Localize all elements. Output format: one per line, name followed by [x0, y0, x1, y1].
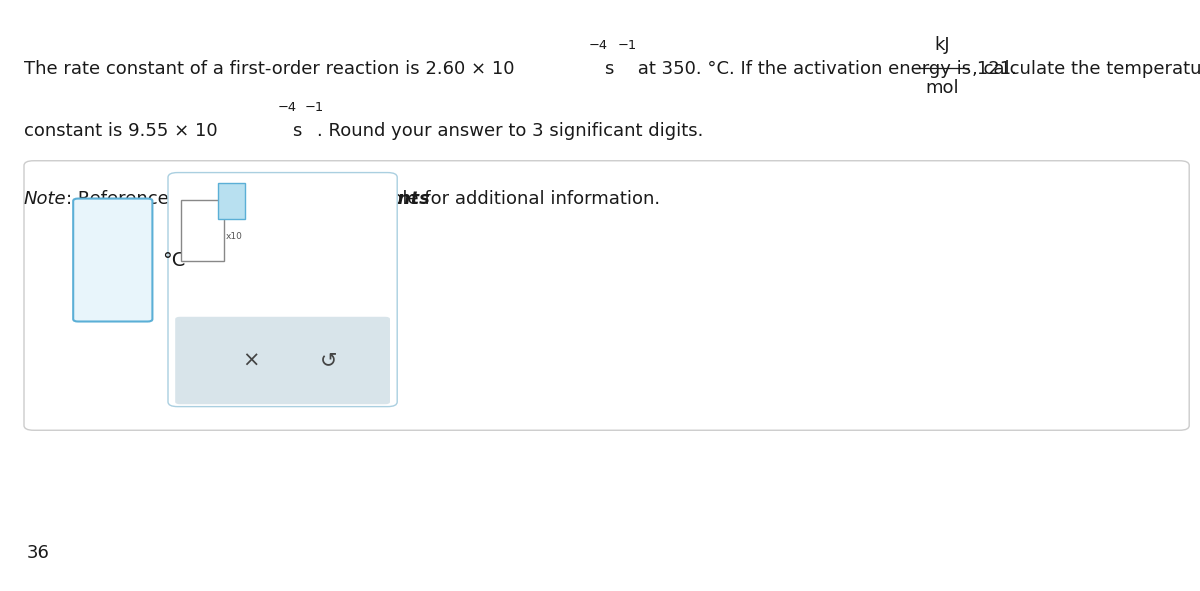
Text: −4: −4 — [589, 39, 607, 52]
Text: 36: 36 — [26, 544, 49, 563]
Text: Fundamental constants: Fundamental constants — [192, 190, 430, 208]
Text: mol: mol — [925, 79, 959, 97]
Text: x10: x10 — [226, 232, 242, 241]
FancyBboxPatch shape — [24, 161, 1189, 430]
Text: ↺: ↺ — [320, 350, 337, 371]
Text: . Round your answer to 3 significant digits.: . Round your answer to 3 significant dig… — [317, 122, 703, 140]
FancyBboxPatch shape — [168, 173, 397, 407]
Text: at 350. °C. If the activation energy is 121.: at 350. °C. If the activation energy is … — [632, 60, 1018, 78]
FancyBboxPatch shape — [175, 317, 390, 404]
Text: −1: −1 — [305, 101, 324, 114]
Text: , calculate the temperature at which its rate: , calculate the temperature at which its… — [972, 60, 1200, 78]
Text: ×: × — [242, 350, 260, 371]
Text: −1: −1 — [618, 39, 637, 52]
Text: The rate constant of a first-order reaction is 2.60 × 10: The rate constant of a first-order react… — [24, 60, 515, 78]
Text: °C: °C — [162, 251, 185, 269]
Text: constant is 9.55 × 10: constant is 9.55 × 10 — [24, 122, 217, 140]
Text: s: s — [604, 60, 613, 78]
FancyBboxPatch shape — [218, 183, 245, 219]
Text: s: s — [292, 122, 301, 140]
Text: kJ: kJ — [934, 36, 950, 54]
FancyBboxPatch shape — [73, 199, 152, 322]
Text: : Reference the: : Reference the — [66, 190, 210, 208]
Text: −4: −4 — [277, 101, 296, 114]
Text: Note: Note — [24, 190, 67, 208]
Text: table for additional information.: table for additional information. — [367, 190, 660, 208]
FancyBboxPatch shape — [181, 200, 224, 261]
